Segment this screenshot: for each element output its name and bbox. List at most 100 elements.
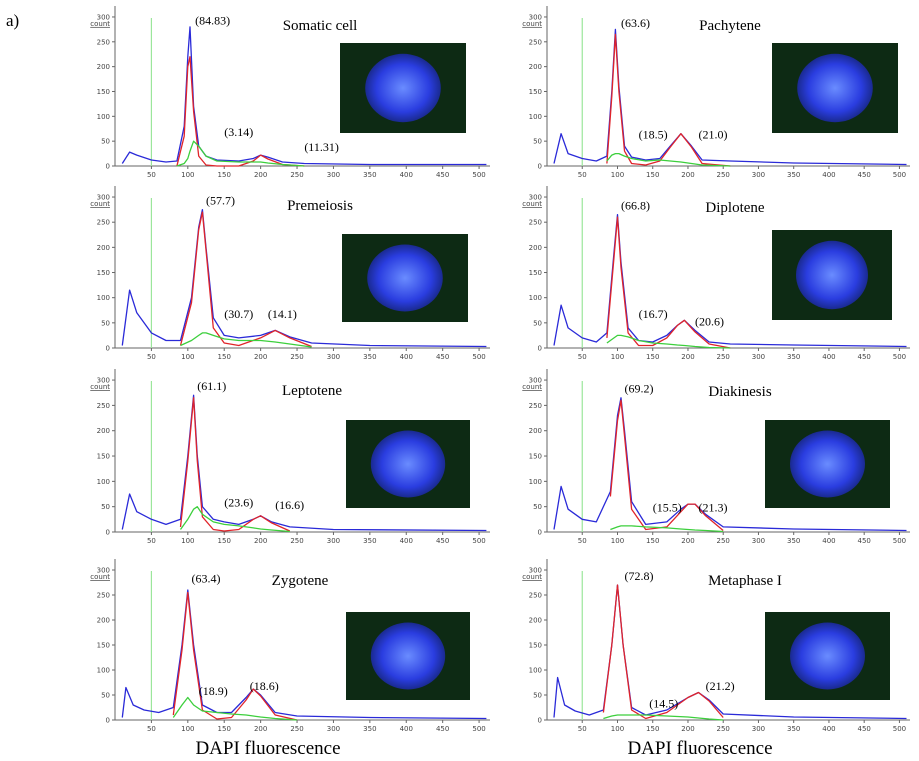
- x-tick-label: 300: [327, 725, 340, 733]
- x-tick-label: 350: [787, 725, 800, 733]
- y-tick-label: 150: [529, 88, 542, 96]
- nucleus: [367, 244, 443, 312]
- x-tick-label: 500: [893, 353, 906, 361]
- y-tick-label: 200: [97, 244, 110, 252]
- x-tick-label: 400: [400, 353, 413, 361]
- panel-title: Pachytene: [699, 18, 761, 34]
- y-tick-label: 250: [529, 219, 542, 227]
- panel-title: Diakinesis: [708, 384, 771, 400]
- x-tick-label: 300: [327, 171, 340, 179]
- x-tick-label: 500: [893, 171, 906, 179]
- x-tick-label: 450: [436, 171, 449, 179]
- x-tick-label: 400: [822, 537, 835, 545]
- x-tick-label: 150: [646, 171, 659, 179]
- nucleus: [365, 53, 441, 123]
- x-tick-label: 50: [147, 353, 156, 361]
- histogram-line: [176, 140, 305, 167]
- x-tick-label: 450: [857, 725, 870, 733]
- y-tick-label: 100: [97, 667, 110, 675]
- x-tick-label: 100: [611, 171, 624, 179]
- histogram-line: [606, 152, 731, 167]
- y-tick-label: 250: [97, 402, 110, 410]
- x-tick-label: 150: [218, 353, 231, 361]
- x-tick-label: 450: [857, 537, 870, 545]
- x-tick-label: 400: [400, 725, 413, 733]
- peak-annotation: (21.3): [699, 501, 728, 515]
- y-axis-label: count: [90, 200, 110, 208]
- peak-annotation: (14.5): [649, 697, 678, 711]
- x-tick-label: 250: [717, 353, 730, 361]
- x-tick-label: 400: [822, 353, 835, 361]
- peak-annotation: (16.7): [639, 307, 668, 321]
- panel-title: Somatic cell: [283, 18, 358, 34]
- x-tick-label: 200: [681, 537, 694, 545]
- peak-annotation: (30.7): [224, 307, 253, 321]
- x-tick-label: 50: [147, 537, 156, 545]
- peak-annotation: (72.8): [625, 569, 654, 583]
- panel-title: Premeiosis: [287, 198, 353, 214]
- x-tick-label: 50: [578, 353, 587, 361]
- peak-annotation: (15.5): [653, 501, 682, 515]
- x-tick-label: 100: [611, 725, 624, 733]
- peak-annotation: (18.9): [199, 684, 228, 698]
- panel-label: a): [6, 11, 19, 30]
- histogram-line: [121, 589, 487, 720]
- x-tick-label: 300: [327, 353, 340, 361]
- x-tick-label: 300: [752, 537, 765, 545]
- x-tick-label: 250: [290, 353, 303, 361]
- histogram-line: [179, 211, 312, 348]
- y-tick-label: 150: [529, 453, 542, 461]
- x-tick-label: 50: [147, 171, 156, 179]
- x-tick-label: 300: [752, 353, 765, 361]
- peak-annotation: (16.6): [275, 498, 304, 512]
- nucleus: [370, 430, 446, 498]
- y-tick-label: 300: [529, 13, 542, 21]
- y-tick-label: 50: [101, 503, 110, 511]
- y-tick-label: 250: [97, 592, 110, 600]
- x-axis-label: DAPI fluorescence: [627, 738, 772, 759]
- x-tick-label: 400: [822, 725, 835, 733]
- peak-annotation: (18.5): [639, 128, 668, 142]
- x-tick-label: 350: [363, 171, 376, 179]
- x-tick-label: 100: [181, 537, 194, 545]
- y-tick-label: 100: [97, 478, 110, 486]
- y-axis-label: count: [522, 200, 542, 208]
- y-tick-label: 50: [533, 503, 542, 511]
- x-tick-label: 500: [472, 725, 485, 733]
- peak-annotation: (21.2): [706, 679, 735, 693]
- histogram-line: [172, 591, 298, 721]
- nucleus: [796, 240, 868, 310]
- y-tick-label: 250: [529, 402, 542, 410]
- x-tick-label: 200: [254, 353, 267, 361]
- x-tick-label: 50: [578, 725, 587, 733]
- panel-title: Metaphase I: [708, 573, 782, 589]
- x-tick-label: 350: [787, 537, 800, 545]
- x-tick-label: 50: [578, 171, 587, 179]
- y-tick-label: 100: [529, 294, 542, 302]
- x-tick-label: 350: [363, 537, 376, 545]
- y-axis-label: count: [522, 573, 542, 581]
- x-tick-label: 250: [717, 537, 730, 545]
- x-tick-label: 200: [681, 353, 694, 361]
- x-tick-label: 350: [787, 353, 800, 361]
- histogram-line: [172, 696, 298, 721]
- x-tick-label: 250: [717, 725, 730, 733]
- x-tick-label: 500: [472, 353, 485, 361]
- x-tick-label: 150: [646, 353, 659, 361]
- y-tick-label: 300: [529, 377, 542, 385]
- histogram-line: [610, 525, 724, 533]
- panel-title: Zygotene: [272, 573, 329, 589]
- histogram-line: [121, 394, 487, 532]
- x-tick-label: 500: [472, 537, 485, 545]
- x-tick-label: 300: [752, 171, 765, 179]
- x-tick-label: 150: [646, 725, 659, 733]
- x-tick-label: 450: [436, 537, 449, 545]
- nucleus: [370, 622, 446, 690]
- x-tick-label: 400: [400, 171, 413, 179]
- y-tick-label: 100: [529, 478, 542, 486]
- nucleus: [790, 430, 865, 498]
- y-tick-label: 300: [97, 567, 110, 575]
- peak-annotation: (69.2): [625, 382, 654, 396]
